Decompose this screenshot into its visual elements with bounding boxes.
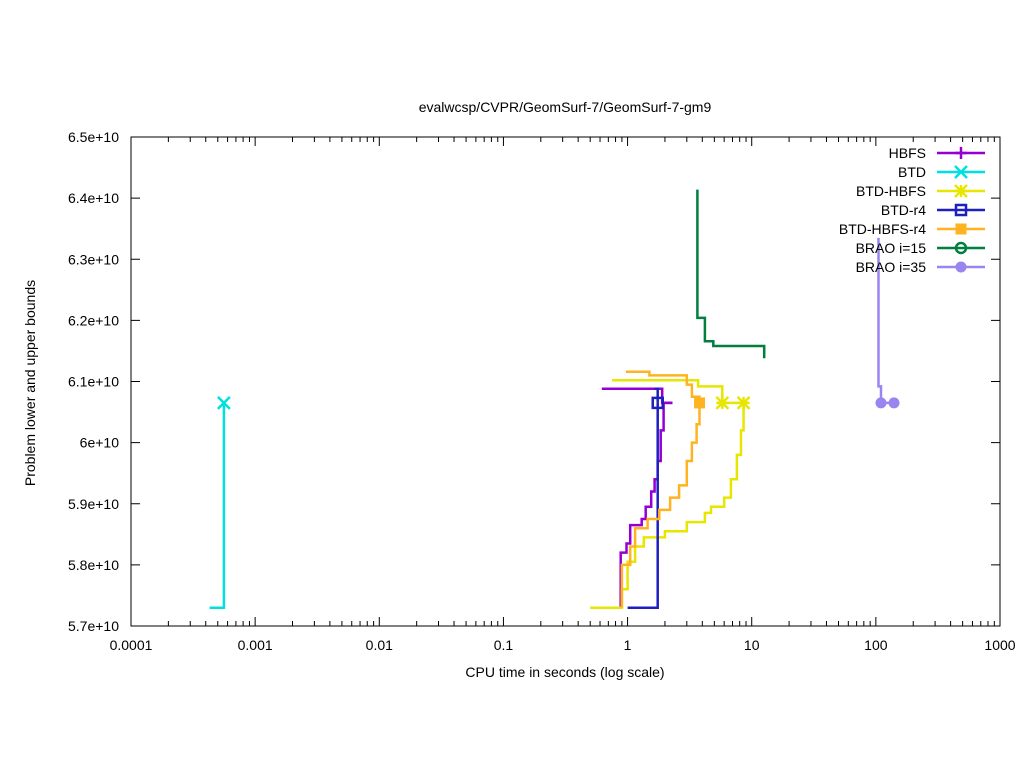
data-point	[216, 396, 231, 410]
x-tick-label: 10	[744, 637, 760, 653]
series-btd	[209, 396, 231, 609]
x-tick-label: 0.1	[494, 637, 514, 653]
series-line	[209, 402, 226, 609]
y-tick-label: 6.5e+10	[68, 129, 119, 145]
y-tick-label: 5.8e+10	[68, 557, 119, 573]
y-tick-label: 5.7e+10	[68, 618, 119, 634]
data-point	[875, 397, 887, 409]
x-tick-label: 1000	[984, 637, 1015, 653]
legend-label: BTD-r4	[881, 202, 926, 218]
series-line	[627, 402, 659, 609]
y-tick-label: 6.1e+10	[68, 374, 119, 390]
legend-label: BTD	[898, 164, 926, 180]
x-tick-label: 0.01	[366, 637, 393, 653]
legend-marker	[954, 203, 968, 217]
series-brao-i-15	[696, 189, 766, 359]
series-btd-hbfs	[590, 379, 751, 609]
legend-marker	[955, 223, 967, 235]
series-line	[625, 370, 701, 403]
legend-label: BRAO i=35	[856, 259, 927, 275]
series-line	[696, 189, 766, 359]
series-line	[601, 387, 673, 405]
data-point	[736, 396, 751, 410]
x-tick-label: 0.0001	[110, 637, 153, 653]
series-line	[612, 379, 744, 405]
y-tick-label: 5.9e+10	[68, 496, 119, 512]
x-axis-label: CPU time in seconds (log scale)	[465, 664, 664, 680]
data-point	[888, 397, 900, 409]
data-point	[694, 397, 706, 409]
x-tick-label: 100	[864, 637, 888, 653]
y-tick-label: 6.3e+10	[68, 251, 119, 267]
series-line	[619, 401, 673, 608]
legend-marker	[954, 184, 968, 198]
series-btd-r4	[627, 387, 664, 609]
legend: HBFS BTD BTD-HBFS BTD-r4 BTD-HBFS-r4 BRAO i=1…	[839, 145, 985, 275]
x-tick-label: 1	[624, 637, 632, 653]
series-hbfs	[601, 387, 673, 608]
legend-marker	[954, 165, 968, 179]
legend-marker	[955, 261, 967, 273]
legend-label: BRAO i=15	[856, 240, 927, 256]
y-tick-label: 6e+10	[80, 435, 120, 451]
chart-title: evalwcsp/CVPR/GeomSurf-7/GeomSurf-7-gm9	[419, 99, 712, 115]
series-btd-hbfs-r4	[620, 370, 706, 608]
series-line	[590, 402, 745, 609]
y-tick-label: 6.4e+10	[68, 190, 119, 206]
x-tick-label: 0.001	[238, 637, 273, 653]
series-brao-i-35	[875, 237, 900, 409]
series-line	[654, 387, 659, 403]
data-point	[715, 396, 730, 410]
legend-label: BTD-HBFS	[856, 183, 926, 199]
series-line	[620, 402, 701, 608]
data-point	[651, 396, 664, 410]
legend-marker	[955, 147, 967, 159]
plot-area	[130, 136, 1001, 627]
y-axis-label: Problem lower and upper bounds	[22, 280, 38, 486]
y-tick-label: 6.2e+10	[68, 312, 119, 328]
legend-marker	[954, 241, 968, 255]
legend-label: HBFS	[889, 145, 926, 161]
legend-label: BTD-HBFS-r4	[839, 221, 926, 237]
